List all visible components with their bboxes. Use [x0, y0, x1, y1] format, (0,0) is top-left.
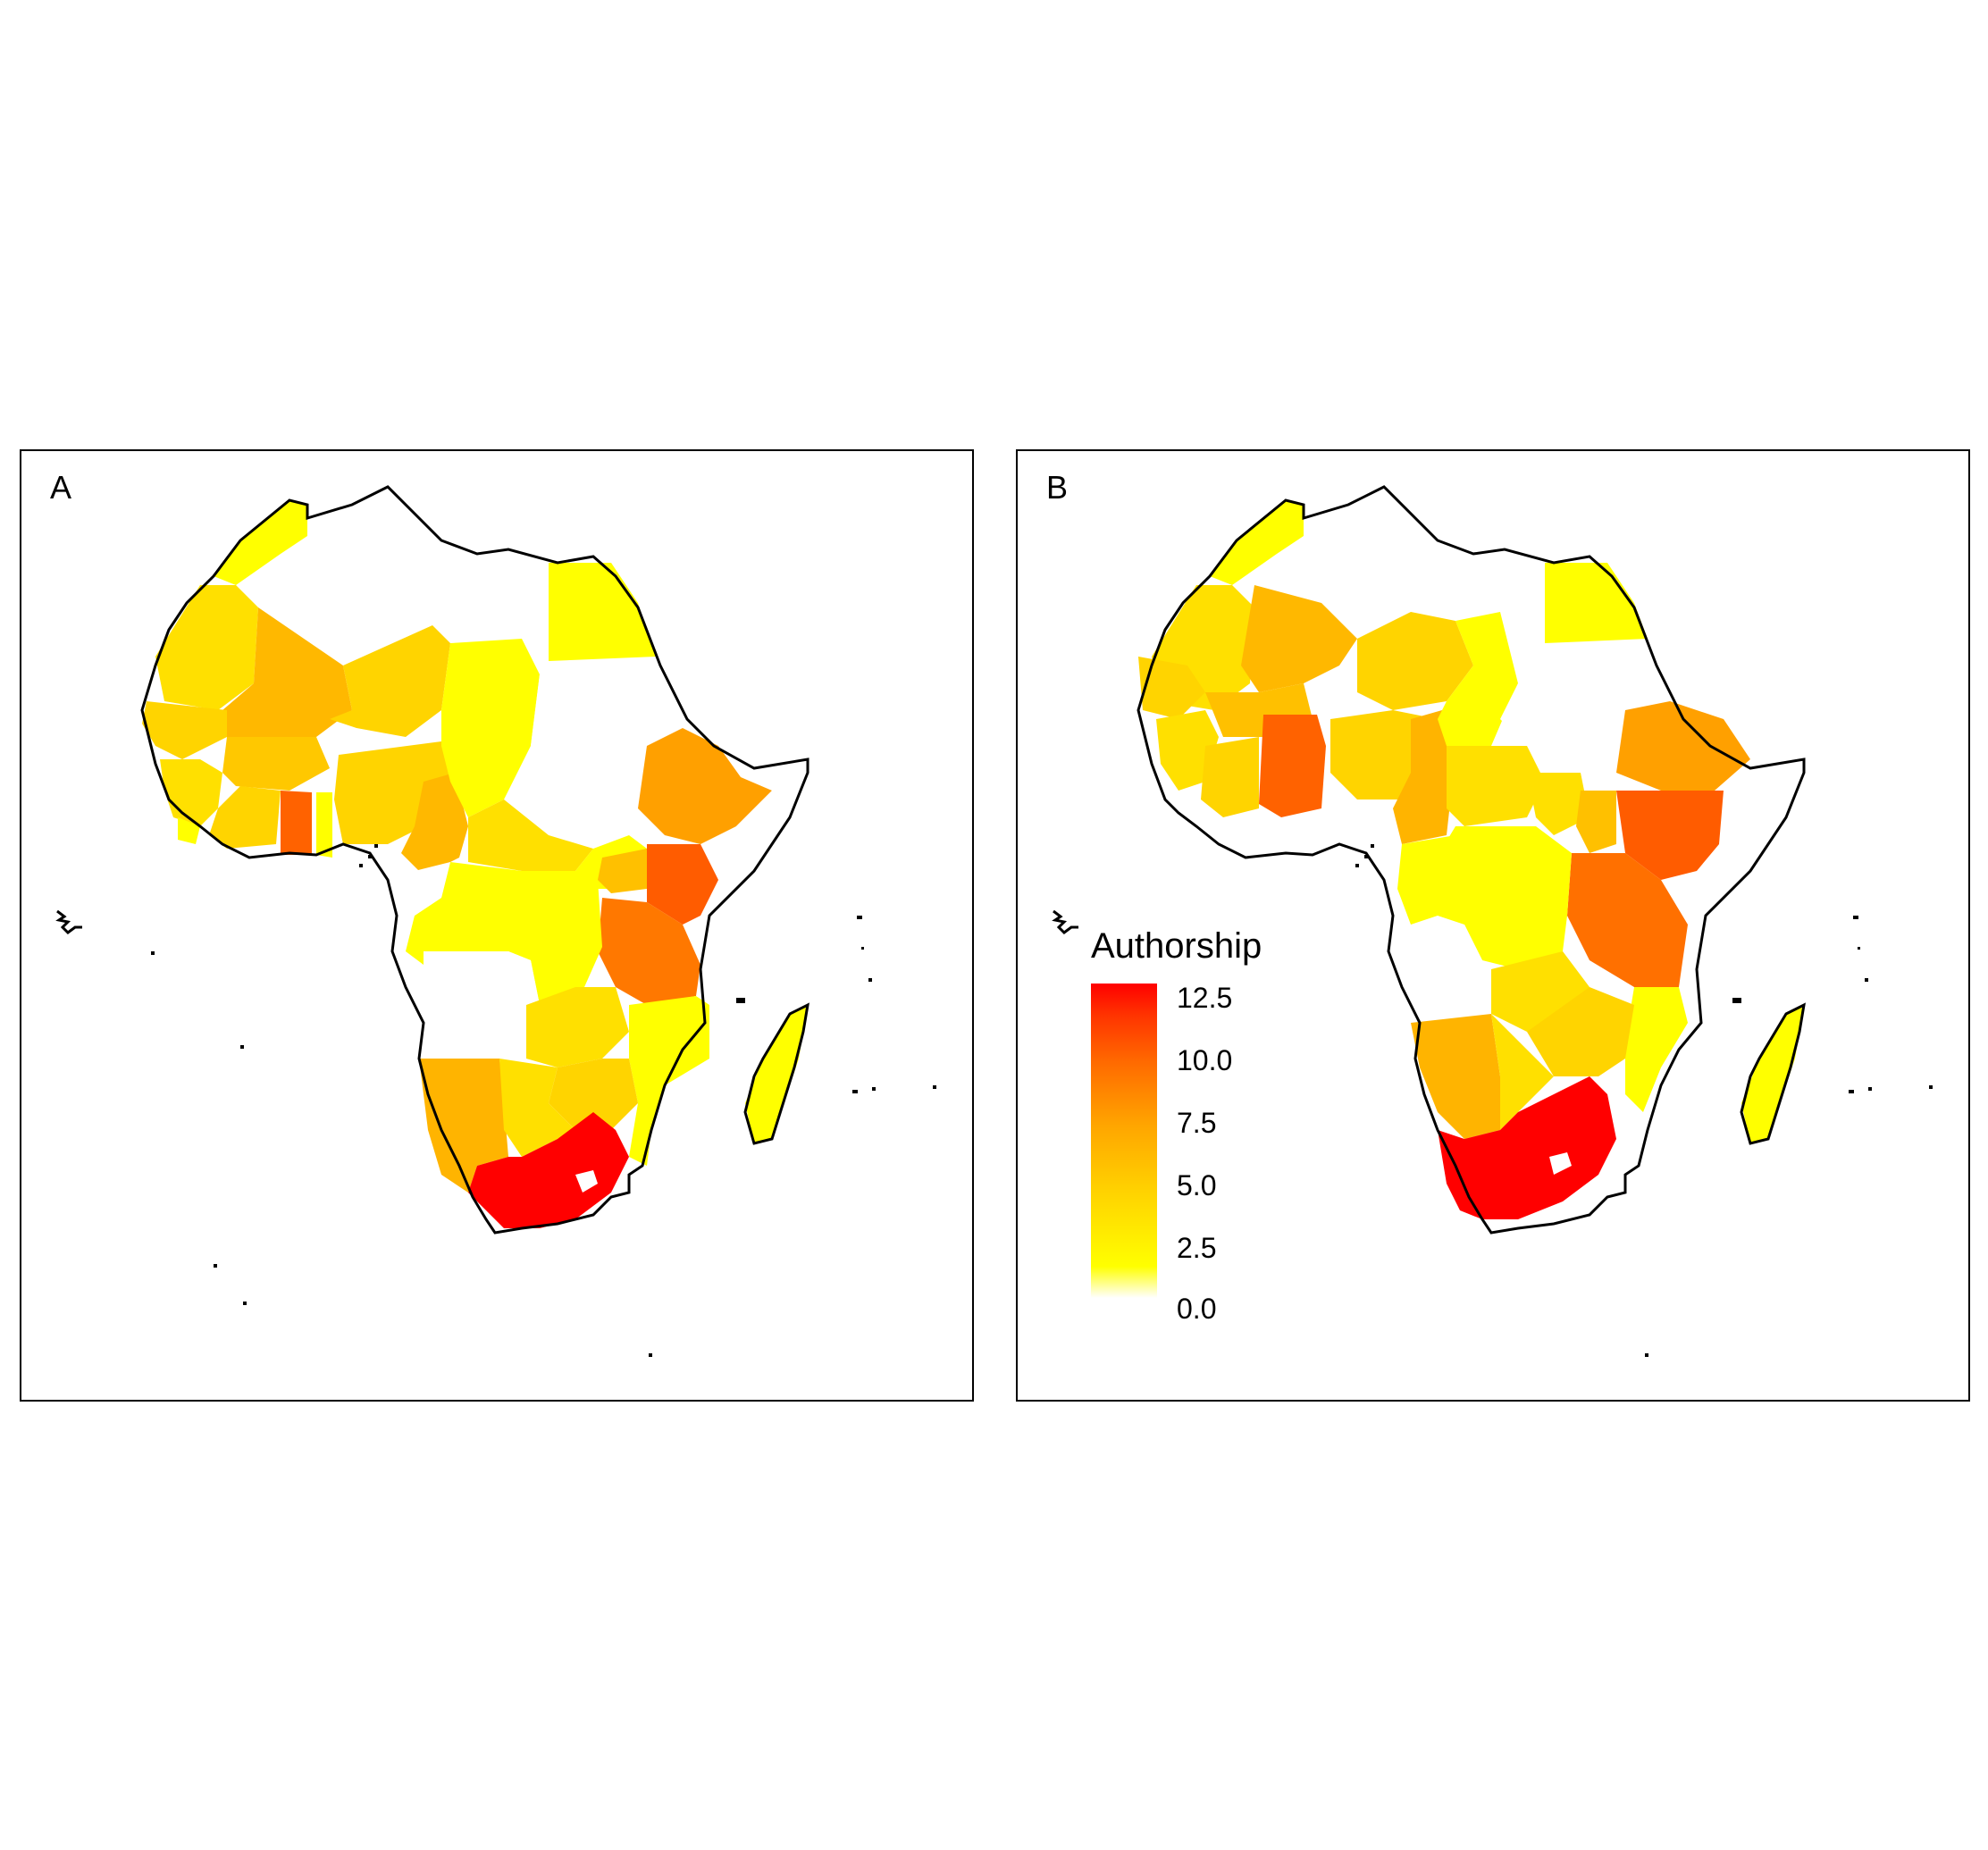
country-fills-a: [142, 487, 808, 1228]
region-cameroon: [1393, 710, 1455, 844]
region-lesotho: [1549, 1152, 1572, 1175]
region-ghana: [1259, 715, 1326, 817]
region-namibia: [1411, 1014, 1500, 1139]
legend-tick-2-5: 2.5: [1177, 1232, 1217, 1264]
legend-tick-12-5: 12.5: [1177, 982, 1233, 1014]
region-senegal: [142, 701, 227, 759]
region-morocco: [214, 500, 307, 585]
region-egypt: [549, 563, 656, 661]
region-chad: [1438, 612, 1518, 746]
region-mali: [222, 607, 352, 750]
region-madagascar: [745, 1005, 808, 1143]
region-benin: [316, 792, 332, 858]
region-madagascar: [1741, 1005, 1804, 1143]
panel-label-b: B: [1046, 469, 1069, 506]
region-senegal: [1138, 657, 1205, 719]
coastline-b: [1052, 485, 1806, 1235]
region-gabon: [406, 862, 450, 916]
islands-a: [151, 844, 936, 1357]
region-sudan: [531, 674, 647, 849]
region-south-africa: [468, 1112, 629, 1228]
region-morocco: [1210, 500, 1304, 585]
region-ivory-coast: [209, 786, 281, 849]
region-egypt: [1545, 563, 1648, 643]
region-car: [1447, 746, 1545, 826]
region-angola: [1411, 925, 1491, 1023]
region-mauritania: [155, 585, 258, 710]
region-congo: [428, 871, 473, 951]
legend-tick-5-0: 5.0: [1177, 1169, 1217, 1201]
region-sudan: [1500, 621, 1643, 773]
region-zimbabwe: [549, 1059, 638, 1130]
region-south-africa: [1438, 1076, 1616, 1219]
region-uganda: [1576, 791, 1616, 853]
map-panel-a: A: [20, 449, 974, 1402]
islands-b: [1355, 844, 1933, 1357]
region-botswana: [499, 1059, 575, 1157]
coastline-a: [55, 485, 809, 1235]
map-panel-b: B: [1016, 449, 1970, 1402]
region-congo: [1397, 835, 1455, 925]
region-guinea: [160, 759, 222, 826]
region-burkina: [222, 737, 330, 791]
region-kenya: [647, 844, 718, 925]
region-ivory-coast: [1201, 737, 1259, 817]
region-cameroon: [401, 773, 468, 875]
region-zambia: [526, 987, 629, 1067]
legend-tick-10-0: 10.0: [1177, 1044, 1233, 1076]
region-ghana: [281, 791, 312, 855]
region-uganda: [598, 849, 647, 893]
region-zimbabwe: [1527, 987, 1634, 1076]
panel-label-a: A: [50, 469, 72, 506]
region-mali: [1241, 585, 1357, 692]
africa-map-a: [55, 485, 936, 1357]
region-kenya: [1616, 791, 1724, 880]
legend-title: Authorship: [1091, 926, 1262, 966]
region-niger: [330, 625, 450, 737]
region-lesotho: [575, 1170, 598, 1193]
region-mozambique: [1625, 987, 1688, 1112]
legend-tick-7-5: 7.5: [1177, 1107, 1217, 1139]
africa-map-b: [1052, 485, 1933, 1357]
region-ethiopia: [1616, 701, 1750, 791]
region-south-sudan: [1527, 773, 1590, 835]
region-ethiopia: [638, 728, 772, 844]
region-drc: [1429, 826, 1572, 969]
region-sierra-leone: [178, 817, 200, 844]
region-chad: [441, 639, 540, 817]
region-car: [468, 799, 593, 871]
region-somalia: [700, 759, 808, 916]
region-botswana: [1491, 1014, 1554, 1130]
region-tanzania: [598, 898, 700, 1005]
region-tanzania: [1567, 853, 1688, 987]
region-angola: [419, 951, 540, 1059]
region-namibia: [419, 1059, 508, 1193]
region-niger: [1357, 612, 1473, 710]
legend-colorbar: [1091, 984, 1157, 1298]
region-somalia: [1706, 719, 1804, 853]
region-guinea: [1156, 710, 1219, 791]
country-fills-b: [1138, 487, 1804, 1219]
region-mozambique: [629, 996, 709, 1166]
legend-tick-0-0: 0.0: [1177, 1293, 1217, 1325]
